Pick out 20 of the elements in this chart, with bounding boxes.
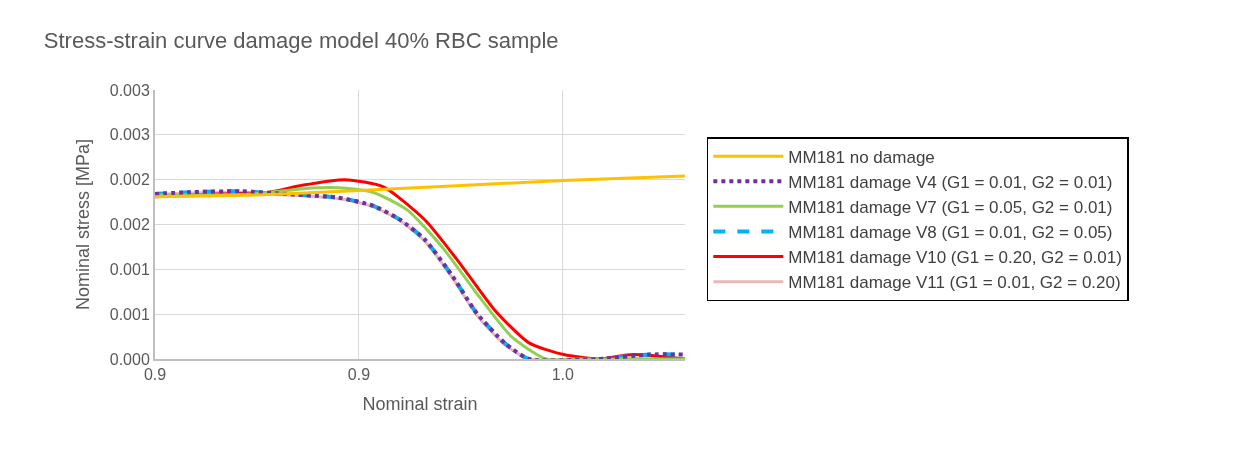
y-tick-label: 0.000: [109, 350, 150, 368]
legend-label: MM181 no damage: [788, 147, 935, 167]
legend-label: MM181 damage V4 (G1 = 0.01, G2 = 0.01): [788, 172, 1113, 192]
legend-label: MM181 damage V7 (G1 = 0.05, G2 = 0.01): [788, 198, 1113, 217]
legend-label: MM181 damage V10 (G1 = 0.20, G2 = 0.01): [788, 248, 1122, 268]
y-axis-title: Nominal stress [MPa]: [73, 138, 94, 311]
line-series: [155, 174, 686, 199]
legend-label: MM181 damage V8 (G1 = 0.01, G2 = 0.05): [788, 223, 1113, 243]
y-tick-label: 0.002: [109, 216, 150, 234]
x-tick-label: 0.9: [347, 366, 371, 384]
y-tick-label: 0.003: [109, 126, 150, 144]
chart-title: Stress-strain curve damage model 40% RBC sample: [43, 27, 559, 53]
x-tick-label: 1.0: [551, 366, 575, 384]
y-tick-label: 0.001: [109, 260, 150, 278]
legend-label: MM181 damage V11 (G1 = 0.01, G2 = 0.20): [788, 273, 1121, 293]
y-tick-label: 0.001: [109, 305, 150, 323]
x-axis-title: Nominal strain: [362, 393, 478, 414]
y-tick-label: 0.003: [109, 81, 150, 99]
y-tick-label: 0.002: [109, 171, 150, 189]
x-tick-label: 0.9: [143, 366, 167, 384]
